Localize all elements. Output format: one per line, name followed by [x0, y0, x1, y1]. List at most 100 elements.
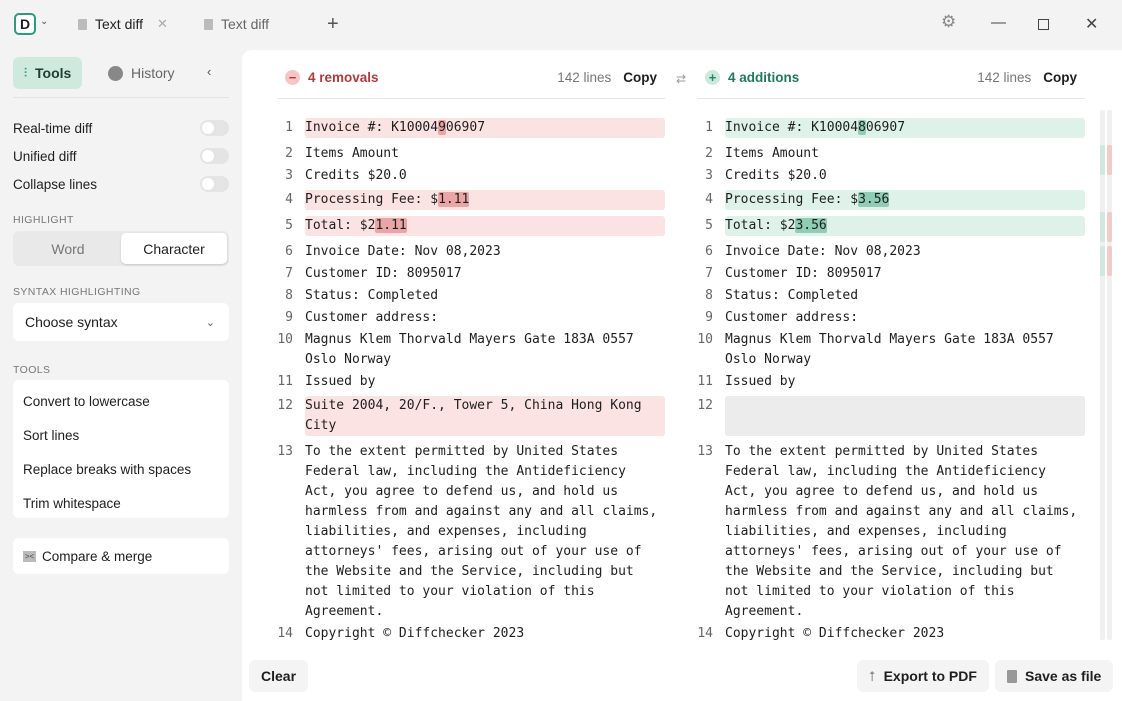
sidebar-tab-tools[interactable]: ⫶ Tools: [13, 57, 83, 89]
text-segment: Total: $2: [725, 218, 796, 233]
tool-trim-whitespace[interactable]: Trim whitespace: [23, 495, 121, 511]
text-segment: Customer ID: 8095017: [305, 266, 462, 281]
text-segment: Invoice #: K10004: [305, 120, 439, 135]
diff-line: 12 Suite 2004, 20/F., Tower 5, China Hong…: [277, 396, 665, 436]
line-text: Processing Fee: $1.11: [305, 190, 665, 210]
line-count: 142 lines: [557, 70, 612, 85]
diff-line: 10 Magnus Klem Thorvald Mayers Gate 183A …: [697, 330, 1085, 370]
minimize-button[interactable]: —: [991, 14, 1006, 31]
highlight-character-option[interactable]: Character: [121, 233, 227, 264]
file-icon: [1007, 669, 1017, 683]
toggle-collapse-lines[interactable]: Collapse lines: [13, 176, 229, 192]
minus-icon: −: [285, 70, 300, 85]
text-segment: Credits $20.0: [725, 168, 827, 183]
tab-text-diff-1[interactable]: Text diff ✕: [78, 16, 168, 32]
minimap-add-mark: [1100, 246, 1105, 276]
chevron-down-icon[interactable]: ⌄: [40, 16, 49, 27]
line-text: Invoice #: K10004906907: [305, 118, 665, 138]
gear-icon[interactable]: ⚙: [941, 12, 957, 31]
line-text: To the extent permitted by United States…: [305, 442, 665, 622]
diff-line: 3 Credits $20.0: [277, 166, 665, 186]
highlight-word-option[interactable]: Word: [51, 240, 85, 257]
export-pdf-button[interactable]: ⭡ Export to PDF: [857, 660, 989, 692]
app-logo[interactable]: D: [14, 13, 36, 35]
close-tab-icon[interactable]: ✕: [157, 16, 168, 31]
line-text: Invoice Date: Nov 08,2023: [725, 242, 1085, 262]
tools-list: Convert to lowercase Sort lines Replace …: [13, 380, 229, 518]
toggle-real-time-diff[interactable]: Real-time diff: [13, 120, 229, 136]
document-icon: [204, 18, 213, 30]
divider: [13, 97, 229, 98]
diff-line: 11 Issued by: [697, 372, 1085, 392]
text-segment: Magnus Klem Thorvald Mayers Gate 183A 05…: [725, 332, 1062, 367]
line-number: 10: [277, 332, 293, 347]
diff-line: 1 Invoice #: K10004806907: [697, 118, 1085, 138]
tool-sort-lines[interactable]: Sort lines: [23, 427, 80, 443]
line-text: Magnus Klem Thorvald Mayers Gate 183A 05…: [305, 330, 665, 370]
left-text-pane[interactable]: 1 Invoice #: K10004906907 2 Items Amount 3 Cr…: [277, 114, 665, 649]
toggle-switch[interactable]: [200, 148, 229, 164]
maximize-button[interactable]: [1038, 19, 1049, 30]
line-text: Credits $20.0: [305, 166, 665, 186]
minimap-add-mark: [1100, 212, 1105, 242]
copy-right-button[interactable]: Copy: [1043, 70, 1077, 85]
toggle-switch[interactable]: [200, 120, 229, 136]
tab-label: History: [131, 65, 175, 81]
diff-minimap-scrollbar[interactable]: [1100, 110, 1112, 640]
line-text: Items Amount: [305, 144, 665, 164]
close-window-button[interactable]: ✕: [1085, 16, 1099, 33]
text-segment: Customer ID: 8095017: [725, 266, 882, 281]
line-number: 10: [697, 332, 713, 347]
text-segment: Copyright © Diffchecker 2023: [725, 626, 945, 641]
minimap-del-mark: [1107, 246, 1112, 276]
line-number: 11: [277, 374, 293, 389]
line-text: Magnus Klem Thorvald Mayers Gate 183A 05…: [725, 330, 1085, 370]
copy-left-button[interactable]: Copy: [623, 70, 657, 85]
diff-line: 6 Invoice Date: Nov 08,2023: [277, 242, 665, 262]
additions-count: 4 additions: [728, 70, 800, 85]
collapse-sidebar-icon[interactable]: ‹: [207, 64, 212, 79]
syntax-select[interactable]: Choose syntax ⌄: [13, 303, 229, 341]
tool-replace-breaks[interactable]: Replace breaks with spaces: [23, 461, 192, 477]
text-segment: Magnus Klem Thorvald Mayers Gate 183A 05…: [305, 332, 642, 367]
save-file-button[interactable]: Save as file: [995, 660, 1114, 692]
text-segment: 06907: [865, 120, 906, 135]
toggle-unified-diff[interactable]: Unified diff: [13, 148, 229, 164]
history-icon: [108, 65, 123, 81]
char-change-highlight: 3.56: [795, 218, 827, 233]
toggle-switch[interactable]: [200, 176, 229, 192]
clear-button[interactable]: Clear: [249, 660, 309, 692]
right-text-pane[interactable]: 1 Invoice #: K10004806907 2 Items Amount 3 Cr…: [697, 114, 1085, 649]
tab-text-diff-2[interactable]: Text diff: [204, 16, 269, 32]
line-number: 7: [285, 266, 293, 281]
compare-merge-button[interactable]: >< Compare & merge: [13, 538, 229, 574]
swap-icon[interactable]: ⇄: [676, 72, 687, 86]
line-text: Customer ID: 8095017: [725, 264, 1085, 284]
line-text: To the extent permitted by United States…: [725, 442, 1085, 622]
diff-line: 11 Issued by: [277, 372, 665, 392]
line-text: Status: Completed: [305, 286, 665, 306]
line-number: 7: [705, 266, 713, 281]
upload-icon: ⭡: [869, 667, 876, 684]
text-segment: Processing Fee: $: [725, 192, 859, 207]
text-segment: Suite 2004, 20/F., Tower 5, China Hong K…: [305, 398, 650, 433]
char-change-highlight: 1.11: [438, 192, 470, 207]
highlight-heading: HIGHLIGHT: [13, 214, 74, 226]
line-number: 1: [705, 120, 713, 135]
line-text: Copyright © Diffchecker 2023: [305, 624, 665, 644]
text-segment: Invoice Date: Nov 08,2023: [305, 244, 501, 259]
diff-line: 4 Processing Fee: $1.11: [277, 190, 665, 210]
new-tab-button[interactable]: +: [327, 13, 339, 35]
text-segment: Customer address:: [305, 310, 439, 325]
diff-line: 5 Total: $23.56: [697, 216, 1085, 236]
text-segment: Issued by: [725, 374, 796, 389]
line-text: [725, 396, 1085, 436]
line-text: Processing Fee: $3.56: [725, 190, 1085, 210]
compare-merge-label: Compare & merge: [42, 548, 153, 564]
diff-line: 14 Copyright © Diffchecker 2023: [697, 624, 1085, 644]
tool-convert-lowercase[interactable]: Convert to lowercase: [23, 393, 150, 409]
line-text: Issued by: [725, 372, 1085, 392]
line-number: 12: [697, 398, 713, 413]
sidebar-tab-history[interactable]: History: [97, 57, 186, 89]
line-count: 142 lines: [977, 70, 1032, 85]
